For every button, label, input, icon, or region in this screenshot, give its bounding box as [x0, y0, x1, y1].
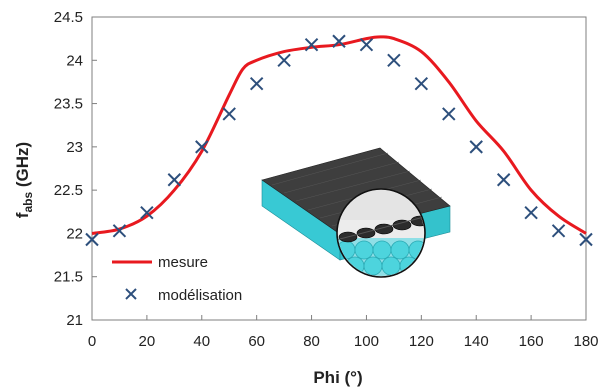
- modelisation-point: [524, 205, 538, 220]
- modelisation-point: [112, 224, 127, 238]
- modelisation-point: [304, 37, 319, 52]
- modelisation-point: [414, 76, 429, 91]
- modelisation-point: [442, 107, 456, 121]
- y-tick-label: 22.5: [54, 182, 83, 199]
- legend-mesure-label: mesure: [158, 254, 208, 271]
- legend-modelisation-marker: [125, 288, 137, 300]
- modelisation-point: [195, 140, 209, 154]
- plot-frame: [91, 16, 587, 321]
- modelisation-point: [551, 224, 566, 238]
- modelisation-point: [579, 232, 593, 247]
- modelisation-point: [332, 34, 346, 48]
- modelisation-point: [85, 232, 99, 247]
- svg-text:fabs (GHz): fabs (GHz): [13, 142, 35, 218]
- x-tick-label: 120: [409, 333, 434, 350]
- axes: [91, 16, 587, 321]
- y-tick-label: 24: [66, 52, 83, 69]
- y-axis-ticks: 21 21.5 22 22.5 23 23.5 24 24.5: [54, 9, 97, 329]
- x-tick-label: 80: [303, 333, 320, 350]
- y-axis-title: fabs (GHz): [13, 142, 35, 218]
- x-tick-label: 140: [464, 333, 489, 350]
- modelisation-point: [469, 140, 483, 154]
- x-tick-label: 60: [248, 333, 265, 350]
- modelisation-point: [277, 53, 291, 67]
- y-tick-label: 23: [66, 139, 83, 156]
- x-tick-label: 40: [193, 333, 210, 350]
- y-tick-label: 21.5: [54, 269, 83, 286]
- modelisation-point: [359, 37, 374, 52]
- legend-modelisation-label: modélisation: [158, 287, 242, 304]
- sample-illustration: [261, 147, 451, 278]
- modelisation-point: [496, 173, 511, 187]
- y-tick-label: 21: [66, 312, 83, 329]
- legend: mesure modélisation: [112, 254, 242, 304]
- x-tick-label: 160: [519, 333, 544, 350]
- modelisation-point: [387, 53, 401, 67]
- y-axis-title-main: f: [13, 212, 32, 218]
- x-tick-label: 0: [88, 333, 96, 350]
- y-tick-label: 24.5: [54, 9, 83, 26]
- x-tick-label: 20: [139, 333, 156, 350]
- x-tick-label: 180: [573, 333, 598, 350]
- modelisation-point: [140, 205, 154, 220]
- x-axis-title: Phi (°): [313, 368, 362, 387]
- modelisation-point: [167, 173, 182, 187]
- y-axis-title-sub: abs: [21, 192, 35, 213]
- x-tick-label: 100: [354, 333, 379, 350]
- series-mesure-line: [91, 35, 587, 235]
- modelisation-point: [249, 76, 264, 91]
- modelisation-point: [222, 107, 236, 121]
- x-axis-ticks: 0 20 40 60 80 100 120 140 160 180: [88, 315, 599, 350]
- y-tick-label: 23.5: [54, 96, 83, 113]
- series-modelisation-markers: [85, 34, 593, 247]
- y-tick-label: 22: [66, 225, 83, 242]
- y-axis-title-unit: (GHz): [13, 142, 32, 192]
